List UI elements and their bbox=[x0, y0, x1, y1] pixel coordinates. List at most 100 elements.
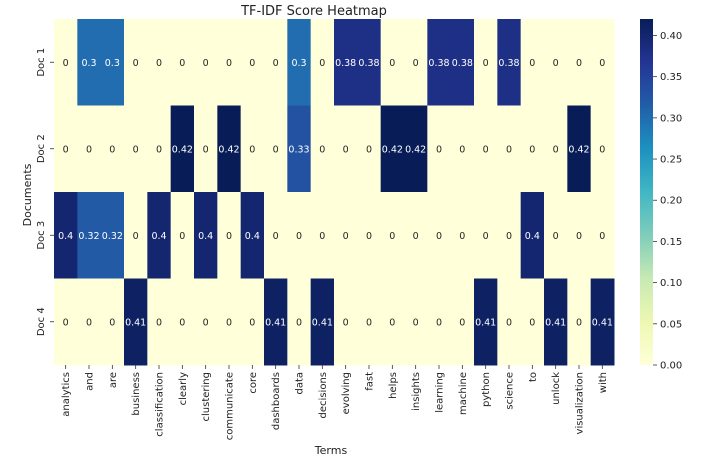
heatmap-cell bbox=[450, 105, 475, 193]
cell-label: 0 bbox=[109, 317, 115, 328]
cell-label: 0.41 bbox=[475, 317, 496, 328]
cell-label: 0.42 bbox=[405, 144, 426, 155]
heatmap-cell bbox=[520, 19, 545, 106]
cell-label: 0 bbox=[506, 144, 512, 155]
cell-label: 0 bbox=[343, 231, 349, 242]
cell-label: 0.38 bbox=[498, 58, 519, 69]
cell-label: 0 bbox=[459, 144, 465, 155]
x-tick-label: visualization bbox=[575, 372, 586, 434]
heatmap-cell bbox=[427, 19, 452, 106]
heatmap-cell bbox=[544, 278, 568, 366]
cell-label: 0.42 bbox=[172, 144, 193, 155]
cell-label: 0 bbox=[436, 231, 442, 242]
cell-label: 0.4 bbox=[151, 231, 166, 242]
heatmap-cell bbox=[497, 105, 522, 193]
heatmap-cell bbox=[567, 192, 592, 279]
heatmap-cell bbox=[77, 105, 102, 193]
heatmap-cell bbox=[287, 105, 312, 193]
heatmap-cell bbox=[77, 192, 102, 279]
heatmap-cell bbox=[567, 19, 592, 106]
heatmap-cell bbox=[450, 19, 475, 106]
x-tick-label: with bbox=[598, 372, 609, 393]
heatmap-cell bbox=[77, 19, 102, 106]
cell-label: 0 bbox=[506, 317, 512, 328]
heatmap-cell bbox=[194, 278, 218, 366]
cell-label: 0 bbox=[156, 144, 162, 155]
cell-label: 0 bbox=[63, 144, 69, 155]
cell-label: 0.3 bbox=[81, 58, 96, 69]
cell-label: 0 bbox=[576, 231, 582, 242]
cell-label: 0 bbox=[179, 231, 185, 242]
cell-label: 0 bbox=[529, 317, 535, 328]
heatmap-cell bbox=[287, 19, 312, 106]
cell-label: 0 bbox=[296, 317, 302, 328]
heatmap-cell bbox=[147, 278, 172, 366]
cell-label: 0 bbox=[389, 231, 395, 242]
heatmap-cell bbox=[334, 278, 358, 366]
cell-label: 0.41 bbox=[125, 317, 146, 328]
cell-label: 0.4 bbox=[525, 231, 540, 242]
x-axis-label: Terms bbox=[314, 444, 348, 457]
heatmap-cell bbox=[124, 19, 148, 106]
cell-label: 0 bbox=[86, 144, 92, 155]
cell-label: 0 bbox=[436, 144, 442, 155]
cell-label: 0 bbox=[203, 144, 209, 155]
heatmap-cell bbox=[567, 278, 592, 366]
y-axis-ticks: Doc 1 Doc 2 Doc 3 Doc 4 bbox=[36, 48, 54, 336]
heatmap-cell bbox=[334, 192, 358, 279]
heatmap-cell bbox=[240, 19, 265, 106]
chart-title: TF-IDF Score Heatmap bbox=[240, 4, 387, 19]
heatmap-cell bbox=[474, 278, 498, 366]
heatmap-cell bbox=[567, 105, 592, 193]
heatmap-cell bbox=[474, 192, 498, 279]
heatmap-cell bbox=[590, 105, 615, 193]
heatmap-cell bbox=[357, 278, 382, 366]
colorbar-tick-label: 0.25 bbox=[660, 155, 682, 166]
cell-label: 0.32 bbox=[102, 231, 123, 242]
x-tick-label: machine bbox=[458, 372, 469, 415]
heatmap-cell bbox=[77, 278, 102, 366]
cell-label: 0 bbox=[319, 231, 325, 242]
cell-label: 0 bbox=[249, 317, 255, 328]
cell-label: 0 bbox=[343, 144, 349, 155]
heatmap-cell bbox=[100, 105, 125, 193]
heatmap-cell bbox=[170, 278, 195, 366]
cell-label: 0.4 bbox=[58, 231, 73, 242]
x-tick-label: helps bbox=[388, 372, 399, 399]
cell-label: 0 bbox=[273, 58, 279, 69]
y-axis-label: Documents bbox=[21, 163, 34, 226]
cell-label: 0 bbox=[576, 317, 582, 328]
colorbar-tick-label: 0.40 bbox=[660, 31, 682, 42]
cell-label: 0 bbox=[133, 231, 139, 242]
x-tick-label: evolving bbox=[341, 372, 352, 414]
y-tick-label: Doc 3 bbox=[36, 221, 47, 250]
cell-label: 0.4 bbox=[198, 231, 213, 242]
cell-label: 0.41 bbox=[265, 317, 286, 328]
heatmap-cell bbox=[520, 105, 545, 193]
cell-label: 0.3 bbox=[105, 58, 120, 69]
heatmap-cell bbox=[217, 19, 242, 106]
x-tick-label: and bbox=[85, 372, 96, 391]
heatmap-cell bbox=[310, 278, 335, 366]
heatmap-cell bbox=[194, 192, 218, 279]
heatmap-cell bbox=[450, 192, 475, 279]
cell-label: 0 bbox=[529, 58, 535, 69]
heatmap-cell bbox=[147, 105, 172, 193]
heatmap-cell bbox=[287, 278, 312, 366]
cell-label: 0 bbox=[529, 144, 535, 155]
heatmap-cell bbox=[334, 19, 358, 106]
cell-label: 0 bbox=[63, 317, 69, 328]
heatmap-cell bbox=[310, 105, 335, 193]
heatmap-cell bbox=[497, 19, 522, 106]
heatmap-cell bbox=[100, 19, 125, 106]
heatmap-cell bbox=[404, 278, 428, 366]
cell-label: 0 bbox=[203, 58, 209, 69]
heatmap-cell bbox=[520, 278, 545, 366]
cell-label: 0 bbox=[156, 317, 162, 328]
colorbar-ticks: 0.00 0.05 0.10 0.15 0.20 0.25 0.30 0.35 0.40 bbox=[653, 31, 682, 372]
x-tick-label: science bbox=[505, 372, 516, 410]
cell-label: 0 bbox=[109, 144, 115, 155]
heatmap-cell bbox=[357, 19, 382, 106]
heatmap-cell bbox=[217, 278, 242, 366]
